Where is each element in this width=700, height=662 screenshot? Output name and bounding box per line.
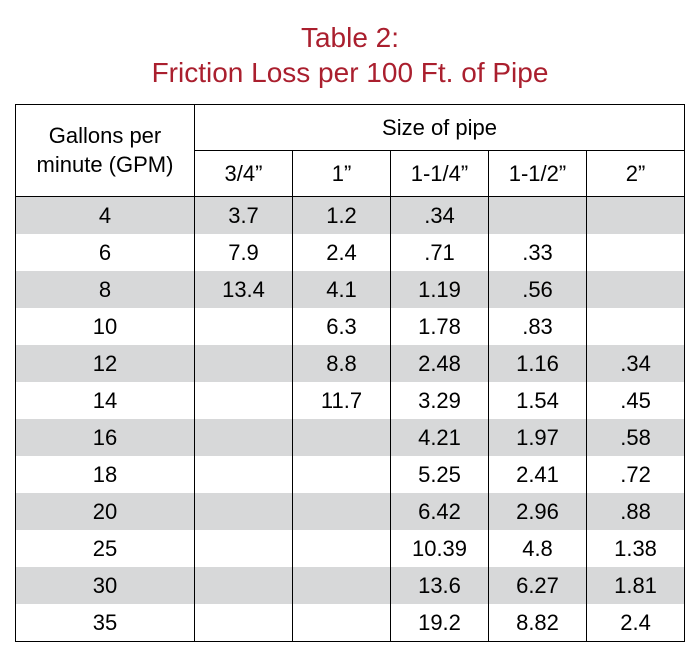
value-cell: .58	[587, 419, 685, 456]
value-cell	[587, 308, 685, 345]
value-cell: 5.25	[391, 456, 489, 493]
size-column-header: 1-1/2”	[489, 151, 587, 197]
value-cell	[293, 530, 391, 567]
value-cell: 4.1	[293, 271, 391, 308]
value-cell	[587, 197, 685, 235]
gpm-cell: 20	[16, 493, 195, 530]
value-cell: .83	[489, 308, 587, 345]
value-cell: 7.9	[195, 234, 293, 271]
gpm-cell: 6	[16, 234, 195, 271]
value-cell: .45	[587, 382, 685, 419]
title-line-1: Table 2:	[301, 22, 399, 53]
value-cell	[195, 567, 293, 604]
size-header: Size of pipe	[195, 105, 685, 151]
value-cell: .34	[391, 197, 489, 235]
value-cell	[293, 419, 391, 456]
table-row: 43.71.2.34	[16, 197, 685, 235]
gpm-cell: 14	[16, 382, 195, 419]
value-cell: 2.96	[489, 493, 587, 530]
value-cell: 1.19	[391, 271, 489, 308]
gpm-cell: 25	[16, 530, 195, 567]
value-cell: 1.81	[587, 567, 685, 604]
value-cell	[587, 234, 685, 271]
row-header-line-2: minute (GPM)	[37, 152, 174, 177]
value-cell	[293, 604, 391, 642]
value-cell: 1.16	[489, 345, 587, 382]
value-cell: 3.29	[391, 382, 489, 419]
value-cell	[195, 530, 293, 567]
table-row: 813.44.11.19.56	[16, 271, 685, 308]
table-row: 10 6.31.78.83	[16, 308, 685, 345]
value-cell	[489, 197, 587, 235]
row-header: Gallons per minute (GPM)	[16, 105, 195, 197]
table-row: 18 5.252.41.72	[16, 456, 685, 493]
value-cell	[195, 419, 293, 456]
value-cell	[195, 493, 293, 530]
value-cell: .34	[587, 345, 685, 382]
value-cell	[195, 456, 293, 493]
gpm-cell: 16	[16, 419, 195, 456]
value-cell	[587, 271, 685, 308]
gpm-cell: 10	[16, 308, 195, 345]
value-cell: .88	[587, 493, 685, 530]
size-column-header: 1”	[293, 151, 391, 197]
gpm-cell: 18	[16, 456, 195, 493]
table-row: 35 19.28.822.4	[16, 604, 685, 642]
value-cell: .33	[489, 234, 587, 271]
value-cell: 2.4	[293, 234, 391, 271]
table-title: Table 2: Friction Loss per 100 Ft. of Pi…	[15, 20, 685, 90]
value-cell: 1.78	[391, 308, 489, 345]
friction-loss-table: Gallons per minute (GPM) Size of pipe 3/…	[15, 104, 685, 642]
value-cell	[195, 308, 293, 345]
gpm-cell: 35	[16, 604, 195, 642]
value-cell: 13.6	[391, 567, 489, 604]
value-cell	[195, 382, 293, 419]
value-cell: 3.7	[195, 197, 293, 235]
value-cell: 8.8	[293, 345, 391, 382]
row-header-line-1: Gallons per	[49, 123, 162, 148]
table-row: 20 6.422.96.88	[16, 493, 685, 530]
value-cell	[293, 456, 391, 493]
gpm-cell: 12	[16, 345, 195, 382]
value-cell: .56	[489, 271, 587, 308]
value-cell: 6.3	[293, 308, 391, 345]
value-cell	[293, 567, 391, 604]
value-cell	[195, 604, 293, 642]
value-cell: 1.97	[489, 419, 587, 456]
size-column-header: 1-1/4”	[391, 151, 489, 197]
value-cell: .72	[587, 456, 685, 493]
table-row: 14 11.73.291.54.45	[16, 382, 685, 419]
value-cell	[293, 493, 391, 530]
value-cell	[195, 345, 293, 382]
value-cell: 1.2	[293, 197, 391, 235]
title-line-2: Friction Loss per 100 Ft. of Pipe	[152, 57, 549, 88]
value-cell: 11.7	[293, 382, 391, 419]
table-body: 43.71.2.3467.92.4.71.33813.44.11.19.5610…	[16, 197, 685, 642]
value-cell: 19.2	[391, 604, 489, 642]
size-column-header: 3/4”	[195, 151, 293, 197]
value-cell: 4.21	[391, 419, 489, 456]
value-cell: 6.42	[391, 493, 489, 530]
value-cell: 2.48	[391, 345, 489, 382]
value-cell: 4.8	[489, 530, 587, 567]
value-cell: 10.39	[391, 530, 489, 567]
table-row: 12 8.82.481.16.34	[16, 345, 685, 382]
size-column-header: 2”	[587, 151, 685, 197]
table-row: 67.92.4.71.33	[16, 234, 685, 271]
table-row: 30 13.66.271.81	[16, 567, 685, 604]
value-cell: 6.27	[489, 567, 587, 604]
value-cell: 2.4	[587, 604, 685, 642]
value-cell: 2.41	[489, 456, 587, 493]
value-cell: 1.54	[489, 382, 587, 419]
value-cell: .71	[391, 234, 489, 271]
value-cell: 13.4	[195, 271, 293, 308]
gpm-cell: 4	[16, 197, 195, 235]
table-row: 25 10.394.81.38	[16, 530, 685, 567]
gpm-cell: 8	[16, 271, 195, 308]
table-row: 16 4.211.97.58	[16, 419, 685, 456]
value-cell: 1.38	[587, 530, 685, 567]
gpm-cell: 30	[16, 567, 195, 604]
value-cell: 8.82	[489, 604, 587, 642]
